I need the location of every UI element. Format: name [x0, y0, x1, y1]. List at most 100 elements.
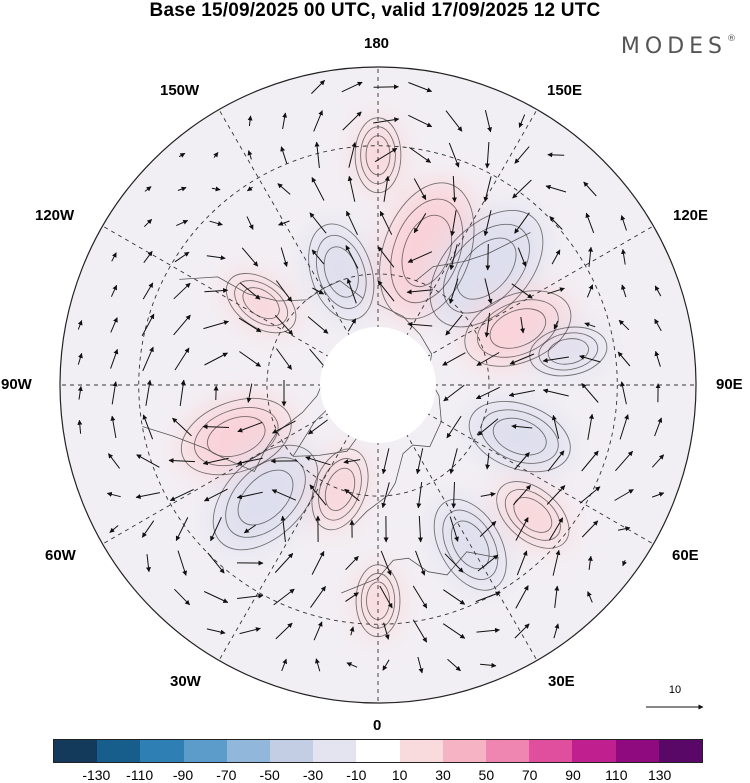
wind-vector	[275, 280, 293, 302]
wind-vector	[508, 390, 535, 398]
wind-vector	[484, 278, 493, 305]
wind-vector	[347, 175, 356, 202]
wind-vector	[209, 220, 223, 226]
map-boundary	[59, 66, 697, 704]
lon-label-150e: 150E	[547, 82, 583, 99]
wind-vector	[516, 550, 528, 576]
wind-vector	[651, 454, 665, 468]
wind-vector	[210, 516, 222, 542]
wind-vector	[311, 80, 325, 94]
wind-vector	[413, 212, 427, 234]
chart-title: Base 15/09/2025 00 UTC, valid 17/09/2025…	[149, 0, 601, 21]
colorbar-segment	[442, 740, 487, 762]
wind-vector	[342, 111, 362, 131]
wind-vector	[109, 525, 119, 533]
wind-vector	[174, 251, 190, 263]
wind-vector	[374, 147, 398, 163]
wind-vector	[551, 414, 560, 439]
wind-vector	[173, 314, 191, 336]
wind-vector	[211, 186, 221, 192]
colorbar-segment	[658, 740, 703, 762]
wind-vector	[277, 183, 291, 195]
streamline-contour	[429, 209, 544, 328]
wind-vector	[545, 184, 567, 193]
colorbar	[53, 739, 703, 763]
wind-vector	[443, 589, 466, 605]
colorbar-tick-label: -90	[172, 767, 194, 783]
colorbar-segment	[356, 740, 400, 762]
wind-vector	[142, 346, 154, 372]
wind-vector	[451, 175, 457, 203]
colorbar-segment	[399, 740, 443, 762]
wind-vector	[168, 458, 196, 464]
wind-vector	[515, 585, 529, 609]
wind-vector	[178, 152, 186, 158]
wind-vector	[445, 314, 463, 336]
wind-vector	[485, 452, 491, 470]
wind-vector	[243, 524, 256, 534]
wind-vector	[206, 628, 226, 635]
wind-vector	[654, 417, 663, 437]
wind-vector	[307, 419, 328, 435]
wind-vector	[484, 312, 491, 338]
wind-vector	[377, 280, 395, 302]
coastline	[341, 551, 500, 594]
wind-vector	[621, 284, 627, 298]
wind-vector	[449, 516, 459, 542]
wind-vector	[477, 418, 499, 436]
longitude-line	[377, 384, 654, 545]
wind-vector	[377, 246, 395, 268]
wind-vector	[110, 415, 117, 438]
wind-vector	[444, 553, 464, 573]
wind-vector	[236, 491, 263, 500]
anomaly-blob	[306, 221, 377, 323]
wind-vector	[309, 212, 327, 234]
wind-vector	[110, 317, 118, 333]
wind-vector	[584, 322, 596, 328]
wind-vector	[345, 245, 359, 269]
wind-vector	[144, 186, 152, 192]
streamline-contour	[401, 214, 453, 288]
anomaly-field	[178, 115, 610, 639]
wind-vector	[239, 282, 261, 300]
streamline-contour	[308, 223, 375, 321]
wind-vector	[620, 215, 627, 231]
wind-vector	[207, 552, 225, 574]
wind-vector	[278, 220, 290, 226]
wind-vector	[204, 352, 228, 366]
colorbar-segment	[270, 740, 314, 762]
wind-vector	[483, 210, 492, 237]
wind-vector	[581, 450, 599, 472]
wind-vector	[586, 284, 594, 298]
wind-vector	[280, 247, 288, 267]
wind-vector	[305, 456, 331, 466]
wind-vector	[271, 489, 297, 501]
wind-vectors	[77, 80, 665, 674]
streamline-contour	[547, 338, 589, 365]
wind-vector	[654, 318, 662, 332]
wind-vector	[313, 621, 323, 641]
colorbar-tick-label: -50	[259, 767, 280, 783]
wind-vector	[315, 658, 321, 672]
wind-vector	[77, 320, 83, 330]
wind-vector	[448, 142, 460, 168]
anomaly-blob	[527, 325, 610, 378]
colorbar-segment	[615, 740, 659, 762]
lon-label-30w: 30W	[170, 673, 201, 690]
wind-vector	[347, 318, 357, 332]
colorbar-segment	[97, 740, 141, 762]
wind-vector	[449, 448, 458, 475]
longitude-line	[218, 384, 379, 661]
streamline-contour	[234, 280, 288, 327]
wind-vector	[174, 588, 190, 606]
colorbar-tick-label: -130	[82, 767, 111, 783]
wind-vector	[176, 219, 189, 227]
wind-vector	[135, 492, 160, 499]
wind-vector	[407, 251, 433, 263]
wind-vector	[77, 419, 83, 434]
wind-vector	[346, 662, 358, 668]
streamline-contour	[379, 182, 475, 320]
wind-vector	[345, 592, 359, 602]
wind-vector	[381, 448, 390, 475]
